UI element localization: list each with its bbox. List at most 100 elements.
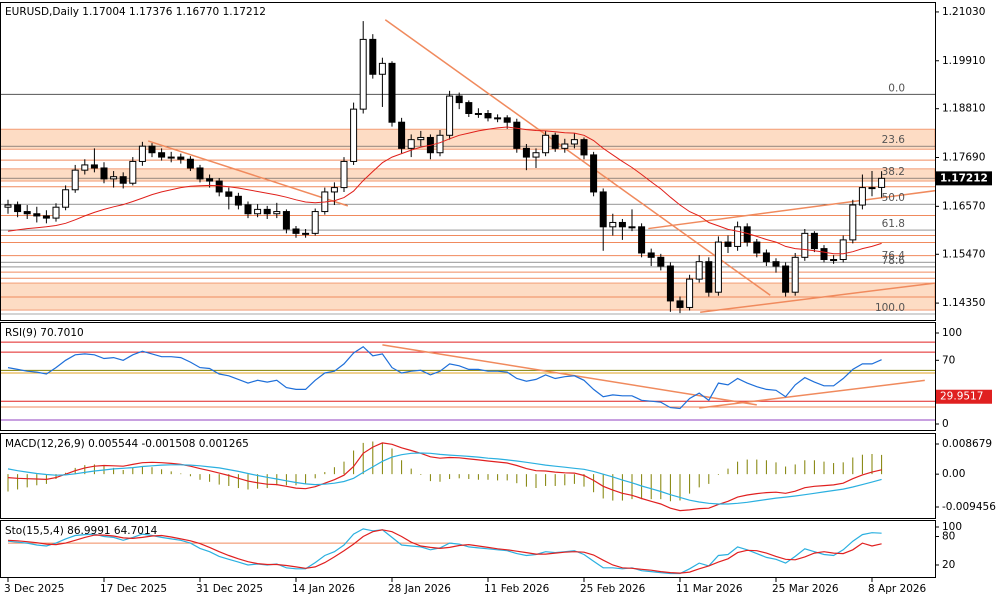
candle-body (330, 187, 338, 193)
candle-body (762, 252, 770, 263)
indicator-line (7, 452, 882, 505)
candle-body (810, 232, 818, 250)
candle-body (52, 206, 60, 219)
x-tick-label: 28 Jan 2026 (388, 583, 451, 595)
pane-frames (0, 2, 936, 578)
candle-body (119, 176, 127, 184)
candle-body (551, 134, 559, 149)
candle-body (484, 112, 492, 119)
candle-body (686, 278, 694, 308)
candle-body (302, 232, 310, 235)
pane-plot (0, 341, 935, 421)
candle-body (158, 152, 166, 158)
candle-body (714, 241, 722, 293)
moving-average (7, 126, 882, 255)
candle-body (398, 121, 406, 149)
candle-body (628, 226, 636, 229)
rsi-pane (0, 322, 936, 431)
candle-body (638, 226, 646, 254)
candle-body (618, 221, 626, 228)
candle-body (90, 164, 98, 169)
x-tick-label: 31 Dec 2025 (196, 583, 263, 595)
y-tick-label: 70 (942, 354, 955, 366)
candle-body (138, 145, 146, 162)
pane-title: Sto(15,5,4) 86.9991 64.7014 (5, 525, 158, 537)
level-marker-box (936, 389, 992, 404)
y-tick-label: 1.17690 (942, 152, 985, 164)
candle-body (590, 154, 598, 193)
candle-body (4, 204, 12, 208)
candle-body (100, 167, 108, 180)
candle-body (215, 180, 223, 193)
candle-body (71, 169, 79, 191)
candle-body (839, 239, 847, 261)
stoch-pane (0, 520, 936, 578)
candle-body (62, 189, 70, 208)
candle-body (724, 241, 732, 247)
candle-body (110, 176, 118, 180)
y-tick-label: 1.18810 (942, 103, 985, 115)
candle-body (657, 256, 665, 267)
candle-body (782, 265, 790, 293)
candle-body (311, 211, 319, 234)
fib-label: 61.8 (882, 218, 905, 230)
candle-body (14, 204, 22, 213)
x-tick-label: 25 Feb 2026 (580, 583, 646, 595)
candle-body (206, 178, 214, 182)
level-marker-label: 29.9517 (940, 391, 983, 403)
y-tick-label: 0.008679 (942, 438, 992, 450)
candle-body (254, 208, 262, 215)
candle-body (369, 38, 377, 75)
pane-title: MACD(12,26,9) 0.005544 -0.001508 0.00126… (5, 438, 249, 450)
candle-body (282, 211, 290, 230)
candle-body (148, 145, 156, 154)
trend-line (384, 19, 771, 296)
candle-body (455, 95, 463, 104)
y-tick-label: 100 (942, 521, 962, 533)
fib-label: 50.0 (882, 192, 905, 204)
candle-body (407, 139, 415, 149)
fib-label: 0.0 (888, 82, 905, 94)
macd-pane (0, 433, 936, 519)
candle-body (340, 160, 348, 189)
y-tick-label: 1.14350 (942, 297, 985, 309)
candle-body (705, 261, 713, 293)
candle-body (417, 136, 425, 141)
candle-body (734, 226, 742, 247)
candle-body (532, 152, 540, 158)
candle-body (446, 95, 454, 136)
candle-body (609, 221, 617, 228)
indicator-line (7, 529, 882, 574)
pane-title: EURUSD,Daily 1.17004 1.17376 1.16770 1.1… (5, 6, 266, 18)
candle-body (167, 156, 175, 159)
candle-body (177, 156, 185, 160)
trend-line (648, 189, 935, 230)
pane-title: RSI(9) 70.7010 (5, 327, 84, 339)
candle-body (292, 228, 300, 234)
candle-body (820, 248, 828, 261)
y-tick-label: 1.21030 (942, 6, 985, 18)
candle-body (513, 121, 521, 149)
candle-body (436, 134, 444, 154)
candle-body (196, 167, 204, 180)
candle-body (225, 191, 233, 197)
candle-body (359, 38, 367, 110)
price-zone (0, 128, 935, 150)
indicator-line (7, 442, 882, 512)
pane-plot (7, 528, 882, 575)
candle-body (522, 147, 530, 158)
trend-line (699, 379, 925, 409)
y-tick-label: -0.009456 (942, 501, 996, 513)
candle-body (666, 265, 674, 302)
indicator-line (7, 345, 882, 410)
y-tick-label: 1.15470 (942, 248, 985, 260)
candle-body (23, 211, 31, 215)
trend-line (700, 282, 935, 313)
y-tick-label: 80 (942, 530, 955, 542)
candle-body (676, 300, 684, 308)
candle-body (647, 252, 655, 258)
price-zone (0, 168, 935, 182)
candle-body (129, 160, 137, 184)
